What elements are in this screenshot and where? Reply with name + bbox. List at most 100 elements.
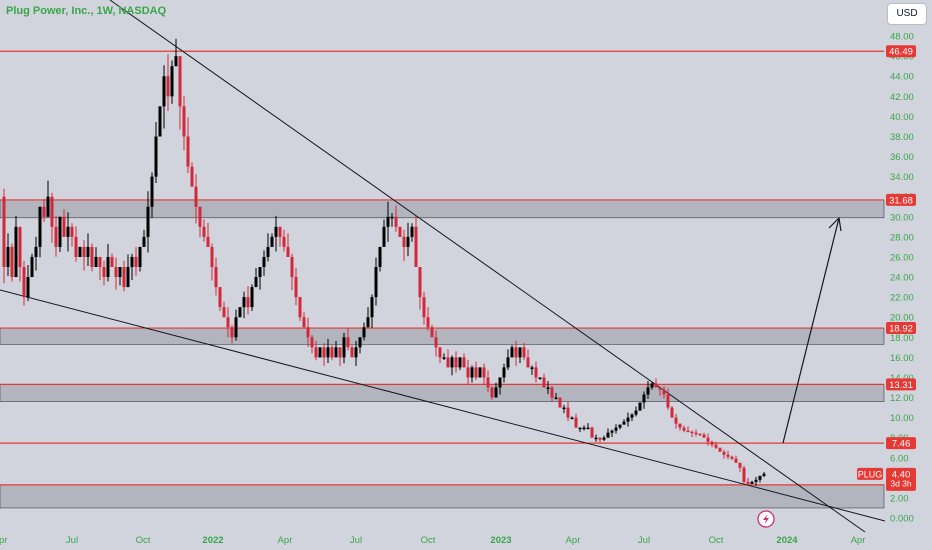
candle-body <box>138 246 142 267</box>
candle-body <box>186 136 190 167</box>
candle-body <box>146 206 150 237</box>
candle-body <box>626 417 630 422</box>
candle-body <box>670 407 674 418</box>
time-tick-label: Jul <box>350 535 362 546</box>
price-tick-label: 24.00 <box>890 273 914 284</box>
level-badge-label: 18.92 <box>889 324 913 335</box>
candle-body <box>162 76 166 107</box>
candle-body <box>378 246 382 267</box>
candle-body <box>294 277 298 298</box>
candle-body <box>634 410 638 415</box>
candle-body <box>106 256 110 278</box>
candle-body <box>446 357 450 368</box>
candle-body <box>662 389 666 395</box>
price-tick-label: 16.00 <box>890 353 914 364</box>
current-price-badge <box>886 467 916 489</box>
candle-body <box>374 267 378 298</box>
candle-body <box>298 297 302 318</box>
price-axis[interactable]: 48.0046.0044.0042.0040.0038.0036.0034.00… <box>890 32 914 525</box>
candle-body <box>410 226 414 237</box>
candle-body <box>86 246 90 257</box>
candle-body <box>538 377 542 379</box>
candle-body <box>442 357 446 359</box>
candle-body <box>418 267 422 298</box>
candle-body <box>746 481 750 484</box>
candle-body <box>282 236 286 247</box>
candle-body <box>582 427 586 430</box>
candle-body <box>430 327 434 338</box>
candle-body <box>362 327 366 338</box>
candle-body <box>438 347 442 358</box>
candle-body <box>278 226 282 237</box>
candle-body <box>142 236 146 247</box>
level-badge-label: 7.46 <box>892 439 911 450</box>
candle-body <box>254 277 258 288</box>
candle-body <box>158 106 162 137</box>
candle-body <box>74 236 78 257</box>
upper-trendline[interactable] <box>109 0 866 533</box>
price-tick-label: 2.00 <box>890 493 909 504</box>
candle-body <box>214 267 218 288</box>
candle-body <box>614 427 618 431</box>
candle-body <box>330 347 334 358</box>
candle-body <box>382 226 386 247</box>
candle-body <box>174 56 178 67</box>
candle-body <box>58 216 62 247</box>
candle-body <box>194 186 198 207</box>
price-tick-label: 48.00 <box>890 32 914 43</box>
candle-body <box>218 287 222 308</box>
candle-body <box>454 357 458 368</box>
ticker-badge <box>857 467 883 480</box>
candle-body <box>622 421 626 425</box>
candle-body <box>738 462 742 468</box>
target-arrow-line[interactable] <box>782 217 840 444</box>
level-badge-label: 13.31 <box>889 380 913 391</box>
currency-button[interactable]: USD <box>887 3 927 25</box>
candle-body <box>522 347 526 358</box>
lower-trendline[interactable] <box>0 289 886 522</box>
candle-body <box>270 236 274 247</box>
chart-title: Plug Power, Inc., 1W, NASDAQ <box>6 5 167 17</box>
trendline-layer <box>0 0 886 533</box>
candle-body <box>246 297 250 308</box>
candle-body <box>470 367 474 378</box>
time-tick-label: Jul <box>66 535 78 546</box>
candle-body <box>386 216 390 227</box>
candle-body <box>398 226 402 237</box>
candle-body <box>558 397 562 408</box>
time-tick-label: Oct <box>709 535 724 546</box>
candle-body <box>78 246 82 257</box>
candle-body <box>650 383 654 388</box>
price-tick-label: 30.00 <box>890 212 914 223</box>
time-axis[interactable]: Apr Jul Oct 2022 Apr Jul Oct 2023 Apr Jul Oct 2024 A… <box>0 535 865 546</box>
lightning-icon[interactable] <box>757 510 775 528</box>
candle-body <box>750 481 754 484</box>
candle-body <box>478 367 482 378</box>
price-tick-label: 20.00 <box>890 313 914 324</box>
time-tick-label: 2023 <box>490 535 511 546</box>
candle-body <box>114 267 118 278</box>
candle-body <box>366 317 370 328</box>
price-tick-label: 36.00 <box>890 152 914 163</box>
candle-body <box>570 417 574 420</box>
candle-body <box>674 417 678 424</box>
candle-body <box>390 216 394 219</box>
candle-body <box>462 357 466 368</box>
time-tick-label: 2022 <box>202 535 223 546</box>
zone-band <box>0 199 885 219</box>
candle-body <box>494 387 498 398</box>
candle-body <box>202 226 206 237</box>
zone-band <box>0 327 885 345</box>
time-tick-label: Apr <box>278 535 293 546</box>
candle-body <box>262 256 266 267</box>
level-badge-label: 31.68 <box>889 195 913 206</box>
candle-body <box>666 394 670 408</box>
candle-body <box>126 267 130 288</box>
target-arrow-head <box>828 216 842 232</box>
candle-body <box>402 236 406 247</box>
price-tick-label: 34.00 <box>890 172 914 183</box>
candle-body <box>474 367 478 378</box>
candle-body <box>706 437 710 442</box>
